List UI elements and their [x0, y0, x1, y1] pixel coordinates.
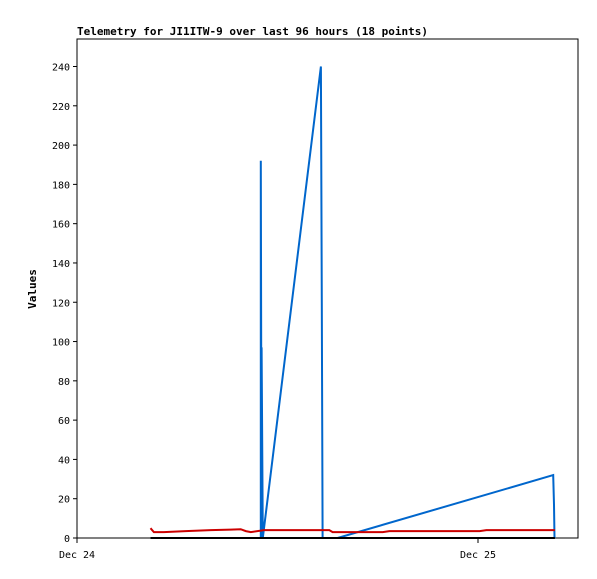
y-tick-label: 220: [52, 102, 70, 113]
y-tick-label: 140: [52, 259, 70, 270]
y-tick-label: 180: [52, 180, 70, 191]
y-tick-label: 120: [52, 298, 70, 309]
series-line-blue: [150, 66, 556, 539]
y-tick-label: 40: [58, 455, 70, 466]
y-axis-label: Values: [26, 269, 39, 309]
y-tick-label: 160: [52, 220, 70, 231]
y-tick-label: 200: [52, 141, 70, 152]
y-tick-label: 240: [52, 63, 70, 74]
series-line-red: [149, 527, 555, 534]
y-tick-label: 80: [58, 377, 70, 388]
y-tick-label: 60: [58, 416, 70, 427]
chart-title: Telemetry for JI1ITW-9 over last 96 hour…: [77, 25, 428, 38]
x-axis-ticks: Dec 24 Dec 25: [59, 538, 496, 561]
plot-area-frame: [76, 38, 579, 539]
y-axis-ticks: 0 20 40 60 80 100 120 140 160 180 200 220 240: [52, 63, 77, 545]
y-tick-label: 20: [58, 495, 70, 506]
x-tick-label: Dec 24: [59, 550, 95, 561]
series-lines: [149, 66, 556, 539]
y-tick-label: 0: [64, 534, 70, 545]
x-tick-label: Dec 25: [460, 550, 496, 561]
y-tick-label: 100: [52, 338, 70, 349]
